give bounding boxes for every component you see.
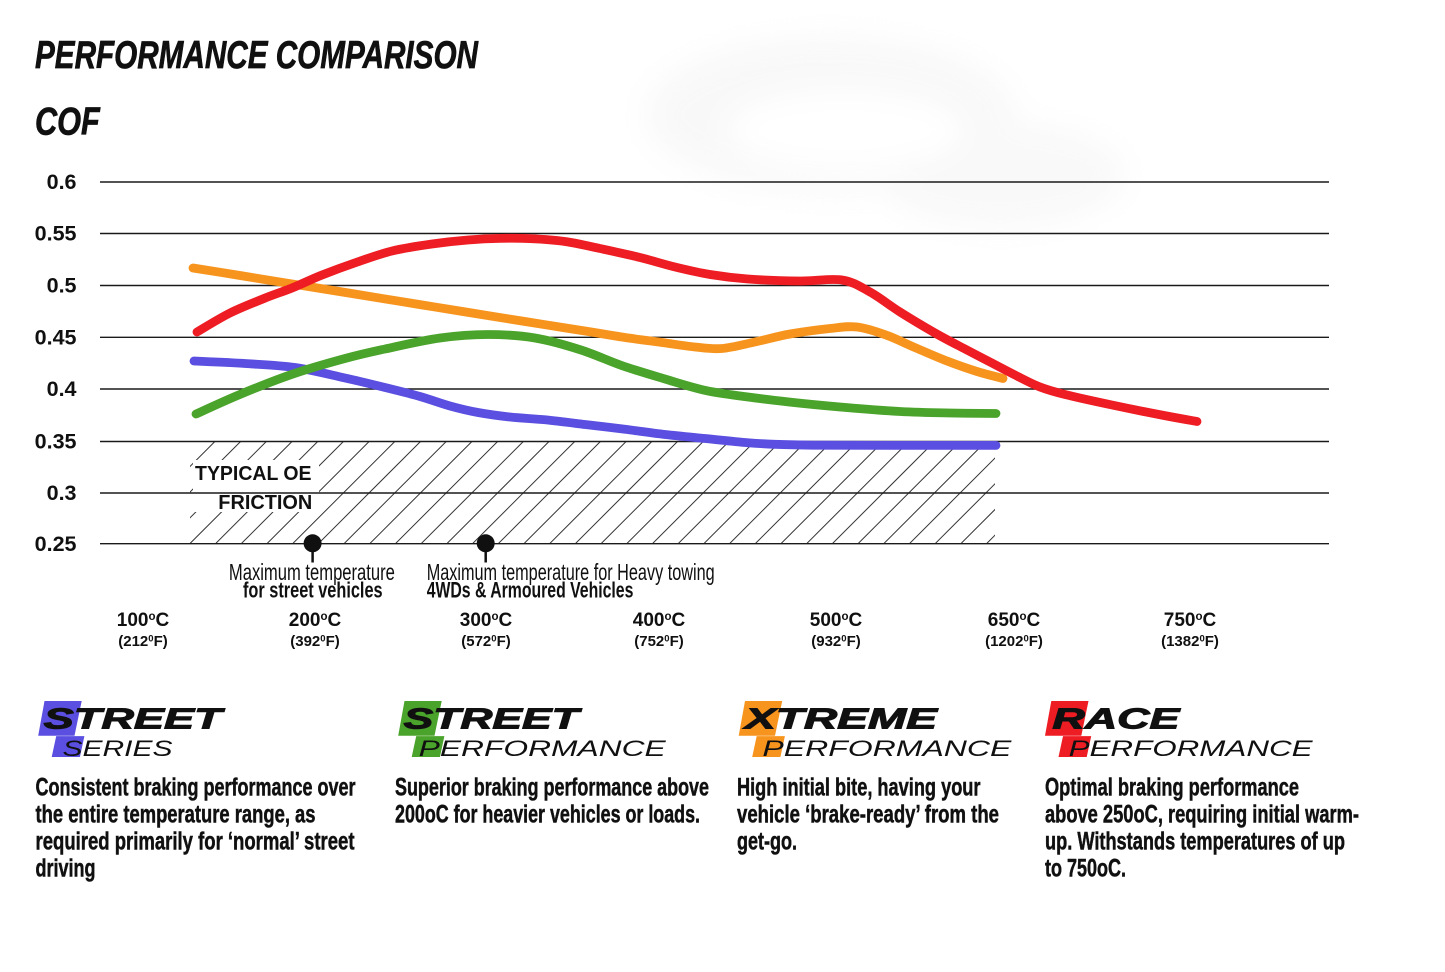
svg-text:get-go.: get-go. [737,828,797,856]
svg-text:0.35: 0.35 [35,430,77,454]
svg-text:300oC: 300oC [460,610,513,631]
svg-text:0.25: 0.25 [35,532,77,556]
svg-text:(9320F): (9320F) [811,633,861,650]
svg-text:RACE: RACE [1052,703,1182,735]
svg-text:(3920F): (3920F) [290,633,340,650]
svg-text:XTREME: XTREME [742,703,940,735]
svg-text:400oC: 400oC [633,610,686,631]
svg-text:(13820F): (13820F) [1161,633,1219,650]
svg-text:PERFORMANCE COMPARISON: PERFORMANCE COMPARISON [35,34,479,77]
svg-text:(12020F): (12020F) [985,633,1043,650]
svg-text:0.55: 0.55 [35,222,77,246]
svg-text:PERFORMANCE: PERFORMANCE [1069,736,1314,761]
svg-text:PERFORMANCE: PERFORMANCE [762,736,1012,761]
svg-text:FRICTION: FRICTION [218,492,312,514]
svg-text:Optimal braking performance: Optimal braking performance [1045,774,1299,802]
svg-text:Maximum temperature for Heavy: Maximum temperature for Heavy towing [427,559,715,585]
svg-text:4WDs & Armoured Vehicles: 4WDs & Armoured Vehicles [427,577,634,602]
svg-text:the entire temperature range,: the entire temperature range, as [36,801,316,829]
svg-text:to 750oC.: to 750oC. [1045,855,1126,883]
svg-text:STREET: STREET [404,703,582,735]
svg-text:PERFORMANCE: PERFORMANCE [419,736,667,761]
svg-text:above 250oC, requiring initial: above 250oC, requiring initial warm- [1045,801,1359,829]
svg-text:SERIES: SERIES [63,736,173,761]
svg-text:(2120F): (2120F) [118,633,168,650]
svg-text:High initial bite, having your: High initial bite, having your [737,774,981,802]
svg-text:0.45: 0.45 [35,326,77,350]
svg-text:0.5: 0.5 [47,274,77,298]
svg-text:driving: driving [36,855,96,883]
svg-text:0.3: 0.3 [47,481,77,505]
svg-text:750oC: 750oC [1164,610,1217,631]
svg-text:vehicle ‘brake-ready’ from the: vehicle ‘brake-ready’ from the [737,801,999,829]
svg-text:(7520F): (7520F) [634,633,684,650]
svg-text:for street vehicles: for street vehicles [243,577,383,602]
svg-text:Maximum temperature: Maximum temperature [229,559,395,585]
svg-text:required primarily for ‘normal: required primarily for ‘normal’ street [36,828,355,856]
svg-text:(5720F): (5720F) [461,633,511,650]
svg-text:200oC for heavier vehicles or: 200oC for heavier vehicles or loads. [395,801,700,829]
svg-text:100oC: 100oC [117,610,170,631]
svg-text:up. Withstands temperatures of: up. Withstands temperatures of up [1045,828,1345,856]
svg-text:TYPICAL OE: TYPICAL OE [195,463,312,485]
svg-text:650oC: 650oC [988,610,1041,631]
svg-text:200oC: 200oC [289,610,342,631]
svg-text:0.6: 0.6 [47,170,77,194]
svg-text:COF: COF [35,101,101,144]
svg-text:500oC: 500oC [810,610,863,631]
svg-text:Consistent braking performance: Consistent braking performance over [36,774,356,802]
svg-text:STREET: STREET [44,703,226,735]
svg-text:0.4: 0.4 [47,377,77,401]
svg-text:Superior braking performance a: Superior braking performance above [395,774,709,802]
